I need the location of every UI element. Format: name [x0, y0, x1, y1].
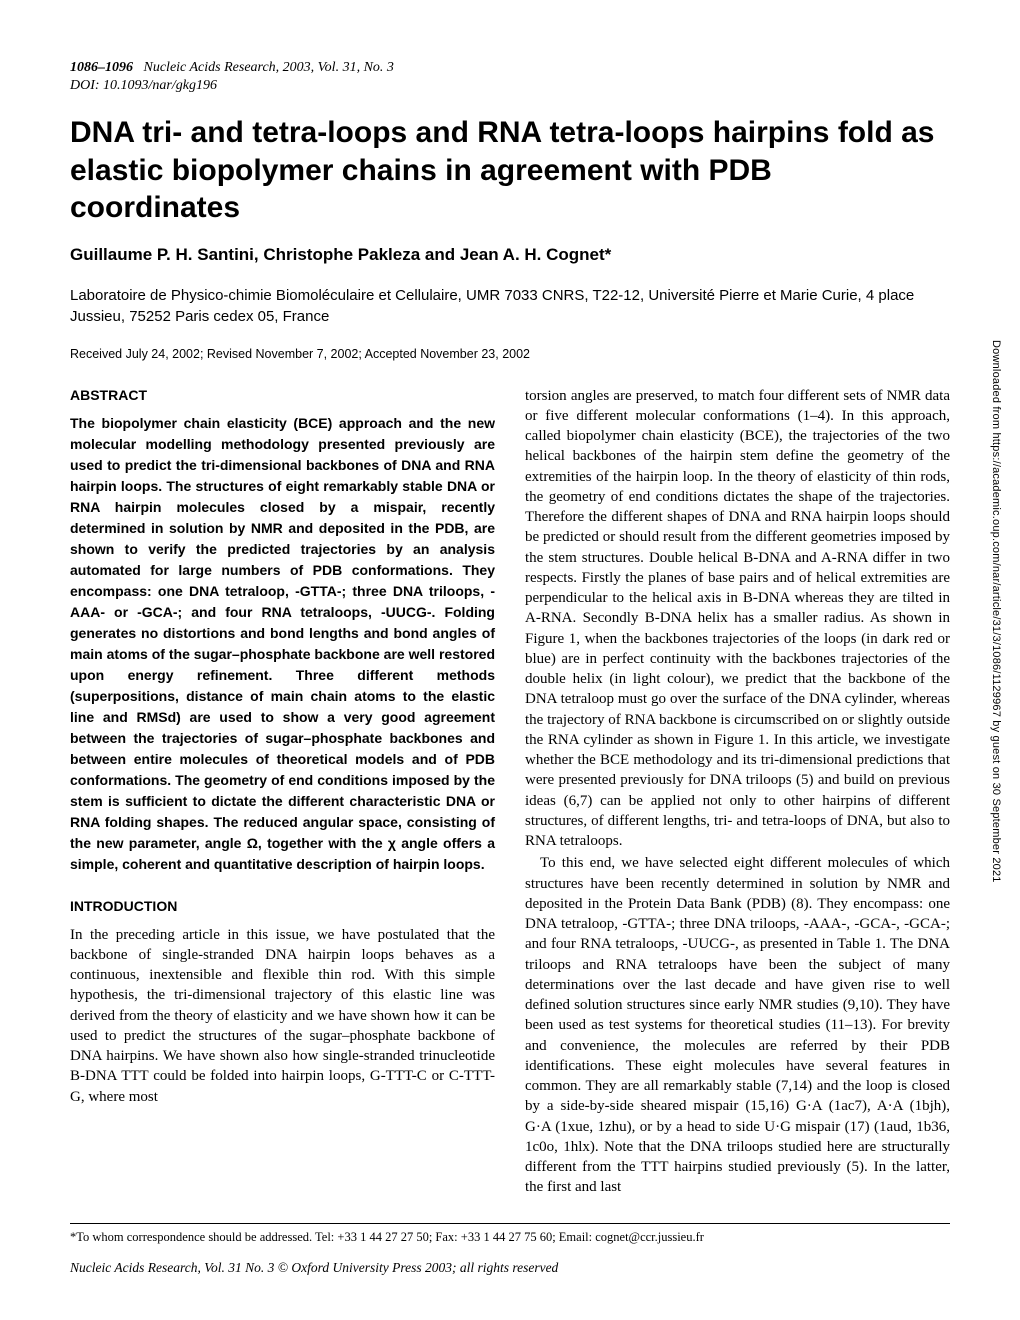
authors: Guillaume P. H. Santini, Christophe Pakl…: [70, 245, 950, 265]
download-watermark: Downloaded from https://academic.oup.com…: [990, 340, 1002, 883]
article-title: DNA tri- and tetra-loops and RNA tetra-l…: [70, 114, 950, 227]
right-col-paragraph-1: torsion angles are preserved, to match f…: [525, 386, 950, 852]
revision-dates: Received July 24, 2002; Revised November…: [70, 347, 950, 361]
introduction-text: In the preceding article in this issue, …: [70, 925, 495, 1107]
footnote-separator: [70, 1223, 950, 1224]
header-line: 1086–1096 Nucleic Acids Research, 2003, …: [70, 60, 950, 76]
introduction-heading: INTRODUCTION: [70, 897, 495, 917]
right-col-paragraph-2: To this end, we have selected eight diff…: [525, 853, 950, 1197]
journal-citation: Nucleic Acids Research, 2003, Vol. 31, N…: [144, 60, 394, 75]
two-column-layout: ABSTRACT The biopolymer chain elasticity…: [70, 386, 950, 1198]
page-range: 1086–1096: [70, 60, 133, 75]
abstract-heading: ABSTRACT: [70, 386, 495, 406]
correspondence-footnote: *To whom correspondence should be addres…: [70, 1230, 950, 1245]
affiliation: Laboratoire de Physico-chimie Biomolécul…: [70, 285, 950, 327]
left-column: ABSTRACT The biopolymer chain elasticity…: [70, 386, 495, 1198]
copyright-line: Nucleic Acids Research, Vol. 31 No. 3 © …: [70, 1260, 950, 1276]
abstract-text: The biopolymer chain elasticity (BCE) ap…: [70, 413, 495, 875]
right-column: torsion angles are preserved, to match f…: [525, 386, 950, 1198]
doi: DOI: 10.1093/nar/gkg196: [70, 78, 950, 94]
